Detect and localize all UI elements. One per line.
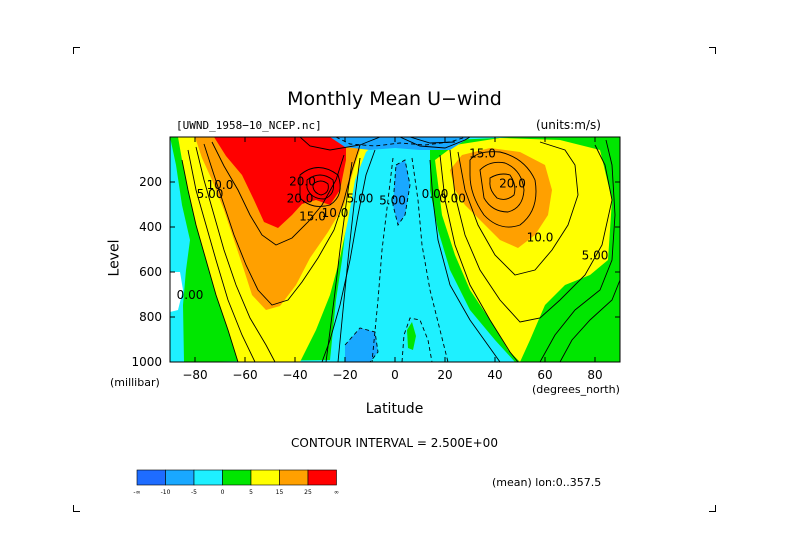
contour-lines (181, 137, 620, 362)
colorbar-label: 15 (276, 489, 284, 496)
contour-line-dashed (401, 317, 433, 362)
contour-line (469, 151, 537, 228)
colorbar-swatch (222, 469, 252, 486)
contour-line (439, 154, 519, 362)
fill-green-small (407, 322, 416, 350)
contour-line (299, 167, 341, 207)
x-tick-label: 60 (537, 368, 552, 382)
colorbar-label: ∞ (334, 489, 339, 496)
contour-line (337, 157, 361, 362)
contour-label: 0.00 (439, 191, 466, 205)
contour-line (457, 141, 579, 276)
contour-line (312, 180, 329, 196)
contour-label: 5.00 (379, 194, 406, 208)
contour-label: 0.00 (422, 187, 449, 201)
contour-label: 5.00 (347, 191, 374, 205)
colorbar-swatch (136, 469, 166, 486)
contour-line-dashed (335, 137, 467, 147)
x-axis-units: (degrees_north) (532, 383, 620, 396)
colorbar-label: -5 (191, 489, 197, 496)
units-label: (units:m/s) (536, 118, 601, 132)
axis-ticks: −80 −60 −40 −20 0 20 40 60 80 200 400 600 800 1000 (131, 137, 620, 382)
contour-label: 10.0 (322, 206, 349, 220)
colorbar-swatch (250, 469, 280, 486)
colorbar-label: 25 (304, 489, 312, 496)
contour-line (299, 137, 381, 151)
dataset-label: [UWND_1958−10_NCEP.nc] (176, 119, 322, 132)
colorbar-label: 0 (221, 489, 225, 496)
y-axis-label: Level (106, 239, 123, 277)
contour-line (195, 146, 276, 362)
colorbar-label: -∞ (133, 489, 140, 496)
contour-line (399, 137, 471, 149)
contour-line (429, 159, 501, 362)
fill-blue-lower (345, 328, 378, 362)
x-tick-label: −40 (282, 368, 307, 382)
y-tick-label: 200 (139, 175, 162, 189)
x-tick-label: 0 (391, 368, 399, 382)
contour-line-dashed (392, 159, 411, 227)
contour-line (211, 141, 345, 246)
corner-mark-top-left (73, 47, 80, 54)
contour-fill: 15.020.020.010.05.00 5.0010.05.000.000.00… (170, 137, 620, 362)
colorbar-label: -10 (161, 489, 171, 496)
y-tick-label: 600 (139, 265, 162, 279)
contour-line (325, 161, 353, 362)
corner-mark-bottom-left (73, 505, 80, 512)
contour-line-dashed (344, 327, 379, 362)
colorbar-swatch (193, 469, 223, 486)
y-tick-label: 800 (139, 310, 162, 324)
contour-label: 10.0 (207, 178, 234, 192)
contour-line-dashed (371, 157, 394, 362)
x-axis-label: Latitude (365, 401, 424, 417)
contour-label: 20.0 (499, 177, 526, 191)
contour-lines-negative (335, 137, 467, 362)
fill-white-gap (170, 272, 183, 312)
fill-red-south (214, 137, 346, 228)
x-tick-label: 20 (437, 368, 452, 382)
contour-label: 5.00 (197, 187, 224, 201)
contour-label: 20.0 (289, 174, 316, 188)
mean-lon-label: (mean) lon:0..357.5 (492, 476, 602, 489)
x-tick-label: 40 (487, 368, 502, 382)
contour-label: 20.0 (287, 191, 314, 205)
contour-line (187, 149, 256, 362)
contour-line (489, 173, 516, 200)
fill-orange-north (450, 148, 552, 248)
corner-mark-bottom-right (709, 505, 716, 512)
contour-label: 5.00 (582, 249, 609, 263)
colorbar-swatch (279, 469, 309, 486)
x-tick-label: −80 (182, 368, 207, 382)
contour-label: 15.0 (469, 146, 496, 160)
y-tick-label: 1000 (131, 355, 162, 369)
contour-line (479, 161, 525, 213)
x-tick-label: 80 (587, 368, 602, 382)
corner-mark-top-right (709, 47, 716, 54)
y-tick-label: 400 (139, 220, 162, 234)
contour-line (203, 143, 361, 306)
colorbar: -∞ -10 -5 0 5 15 25 ∞ (133, 469, 339, 496)
contour-label: 0.00 (177, 288, 204, 302)
contour-line (181, 159, 239, 362)
contour-label: 15.0 (299, 209, 326, 223)
y-axis-units: (millibar) (110, 376, 160, 389)
colorbar-label: 5 (249, 489, 253, 496)
contour-label-layer: 15.020.020.010.05.00 5.0010.05.000.000.00… (177, 146, 609, 302)
contour-label: 10.0 (527, 231, 554, 245)
x-tick-label: −60 (232, 368, 257, 382)
contour-line (321, 149, 376, 362)
contour-line (449, 144, 613, 323)
colorbar-swatch (165, 469, 195, 486)
x-tick-label: −20 (332, 368, 357, 382)
contour-line (306, 174, 335, 200)
contour-line-dashed (411, 157, 449, 362)
colorbar-swatch (307, 469, 337, 486)
contour-interval: CONTOUR INTERVAL = 2.500E+00 (291, 436, 498, 450)
chart-title: Monthly Mean U−wind (287, 88, 502, 110)
contour-line (559, 279, 620, 362)
contour-line (539, 139, 616, 362)
